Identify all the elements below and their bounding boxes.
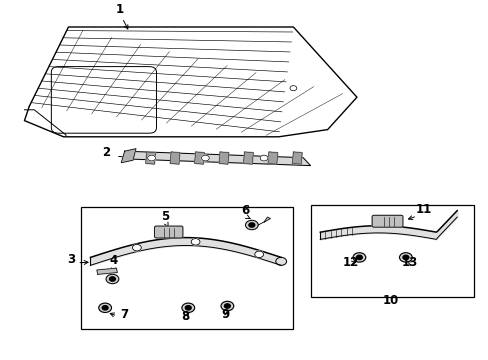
Polygon shape (243, 152, 253, 164)
Circle shape (224, 304, 230, 308)
Polygon shape (219, 152, 228, 164)
Polygon shape (292, 152, 302, 164)
FancyBboxPatch shape (154, 226, 183, 238)
Circle shape (356, 255, 362, 260)
Circle shape (245, 220, 258, 230)
Text: 5: 5 (161, 210, 168, 222)
Circle shape (185, 306, 191, 310)
Circle shape (201, 155, 209, 161)
Polygon shape (121, 149, 136, 163)
FancyBboxPatch shape (371, 215, 402, 227)
Bar (81, 207, 293, 329)
Circle shape (109, 277, 115, 281)
Polygon shape (145, 152, 155, 164)
Text: 12: 12 (342, 256, 359, 269)
Circle shape (106, 274, 119, 284)
Text: 3: 3 (67, 253, 75, 266)
Text: 7: 7 (120, 307, 128, 320)
Circle shape (102, 306, 108, 310)
Circle shape (275, 257, 286, 265)
Circle shape (191, 239, 200, 245)
Text: 8: 8 (182, 310, 189, 323)
Circle shape (221, 301, 233, 311)
Text: 4: 4 (109, 253, 117, 266)
Text: 13: 13 (401, 256, 417, 269)
Circle shape (260, 155, 267, 161)
Text: 2: 2 (102, 145, 110, 158)
Circle shape (147, 155, 155, 161)
Bar (310, 205, 473, 297)
Text: 9: 9 (222, 307, 229, 320)
Polygon shape (194, 152, 204, 164)
Polygon shape (97, 268, 117, 274)
Polygon shape (267, 152, 277, 164)
Circle shape (352, 253, 365, 262)
Circle shape (248, 223, 254, 227)
Polygon shape (124, 151, 310, 166)
Circle shape (132, 244, 141, 251)
Text: 10: 10 (382, 294, 399, 307)
Polygon shape (264, 217, 270, 222)
Circle shape (182, 303, 194, 312)
Circle shape (399, 253, 411, 262)
Circle shape (402, 255, 408, 260)
Circle shape (99, 303, 111, 312)
Polygon shape (170, 152, 180, 164)
Text: 1: 1 (116, 3, 123, 15)
Text: 11: 11 (415, 203, 431, 216)
Circle shape (254, 251, 263, 257)
Text: 6: 6 (241, 204, 249, 217)
